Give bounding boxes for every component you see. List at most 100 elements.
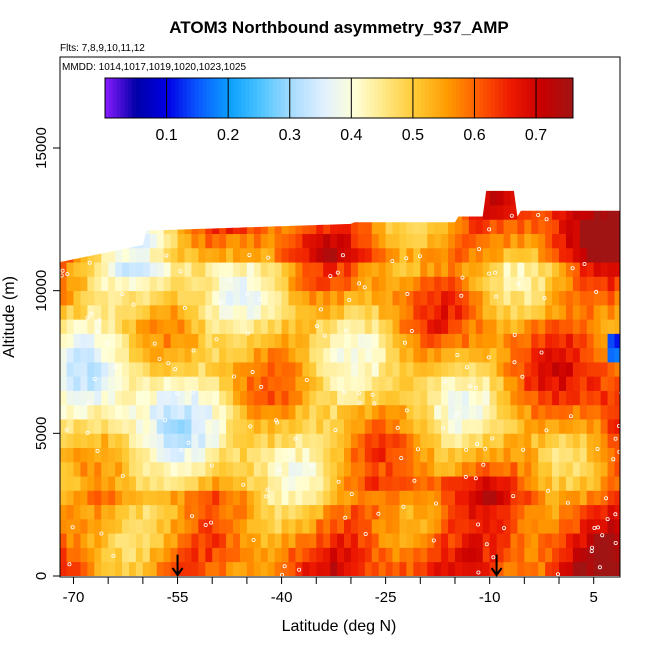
heatmap-cell: [295, 233, 303, 249]
heatmap-cell: [115, 518, 123, 534]
heatmap-cell: [448, 219, 456, 235]
heatmap-cell: [309, 419, 317, 434]
heatmap-cell: [212, 205, 220, 220]
heatmap-cell: [94, 333, 102, 349]
heatmap-cell: [274, 390, 282, 406]
heatmap-cell: [357, 190, 366, 206]
heatmap-cell: [475, 419, 484, 434]
heatmap-cell: [205, 390, 213, 406]
heatmap-cell: [357, 447, 366, 463]
sample-point: [604, 496, 609, 501]
sample-point: [257, 296, 262, 301]
heatmap-cell: [441, 333, 449, 349]
heatmap-cell: [586, 276, 595, 292]
heatmap-cell: [378, 504, 387, 520]
heatmap-cell: [115, 319, 123, 334]
sample-point: [634, 251, 637, 254]
heatmap-cell: [517, 433, 525, 449]
heatmap-cell: [60, 319, 61, 334]
heatmap-cell: [184, 190, 192, 206]
heatmap-cell: [219, 362, 227, 377]
sample-point: [455, 410, 460, 415]
heatmap-cell: [316, 433, 324, 449]
heatmap-cell: [87, 561, 95, 577]
heatmap-cell: [600, 276, 608, 292]
heatmap-cell: [357, 533, 366, 548]
heatmap-cell: [177, 319, 185, 334]
heatmap-cell: [461, 219, 470, 235]
heatmap-cell: [614, 390, 620, 406]
heatmap-cell: [385, 347, 393, 363]
heatmap-cell: [531, 547, 539, 563]
sample-point: [275, 420, 280, 425]
heatmap-cell: [142, 205, 151, 220]
heatmap-cell: [94, 362, 102, 377]
heatmap-cell: [66, 333, 74, 349]
sample-point: [613, 436, 618, 441]
heatmap-cell: [621, 405, 628, 420]
heatmap-cell: [427, 276, 435, 292]
heatmap-cell: [559, 404, 567, 420]
heatmap-cell: [163, 533, 172, 548]
heatmap-cell: [219, 547, 227, 563]
heatmap-cell: [642, 291, 649, 306]
heatmap-cell: [420, 233, 428, 249]
heatmap-cell: [350, 504, 359, 520]
heatmap-cell: [607, 362, 615, 377]
heatmap-cell: [600, 233, 608, 249]
heatmap-cell: [142, 333, 151, 349]
colorbar-swatch: [393, 78, 398, 118]
heatmap-cell: [309, 333, 317, 349]
heatmap-cell: [288, 533, 296, 548]
heatmap-cell: [191, 404, 199, 420]
heatmap-cell: [468, 333, 477, 349]
heatmap-cell: [475, 362, 484, 377]
heatmap-cell: [510, 547, 518, 563]
heatmap-cell: [448, 390, 456, 406]
heatmap-cell: [545, 219, 553, 235]
heatmap-cell: [135, 304, 144, 320]
heatmap-cell: [468, 390, 477, 406]
heatmap-cell: [60, 233, 61, 249]
heatmap-cell: [18, 533, 25, 548]
sample-point: [97, 318, 102, 323]
heatmap-cell: [357, 561, 366, 577]
heatmap-cell: [454, 304, 463, 320]
heatmap-cell: [385, 504, 393, 520]
heatmap-cell: [448, 362, 456, 377]
heatmap-cell: [323, 219, 331, 235]
heatmap-cell: [18, 262, 25, 277]
heatmap-cell: [198, 233, 206, 249]
heatmap-cell: [496, 447, 504, 463]
heatmap-cell: [350, 319, 359, 334]
heatmap-cell: [593, 419, 602, 434]
heatmap-cell: [156, 490, 165, 506]
heatmap-cell: [392, 290, 400, 306]
heatmap-cell: [25, 305, 32, 320]
heatmap-cell: [323, 362, 331, 377]
heatmap-cell: [60, 504, 67, 520]
heatmap-cell: [538, 304, 546, 320]
heatmap-cell: [344, 290, 352, 306]
heatmap-cell: [337, 404, 345, 420]
heatmap-cell: [420, 304, 428, 320]
heatmap-cell: [226, 290, 234, 306]
heatmap-cell: [545, 476, 553, 491]
heatmap-cell: [274, 247, 282, 263]
heatmap-cell: [60, 362, 67, 377]
heatmap-cell: [371, 433, 380, 449]
heatmap-cell: [267, 376, 276, 391]
heatmap-cell: [454, 461, 463, 477]
heatmap-cell: [60, 433, 67, 449]
heatmap-cell: [586, 262, 595, 277]
heatmap-cell: [517, 447, 525, 463]
sample-point: [634, 572, 637, 575]
y-tick-label: 15000: [33, 127, 50, 169]
heatmap-cell: [323, 233, 331, 249]
heatmap-cell: [32, 505, 39, 520]
heatmap-cell: [642, 433, 649, 448]
heatmap-cell: [295, 447, 303, 463]
heatmap-cell: [170, 533, 178, 548]
heatmap-cell: [559, 247, 567, 263]
heatmap-cell: [406, 262, 414, 277]
